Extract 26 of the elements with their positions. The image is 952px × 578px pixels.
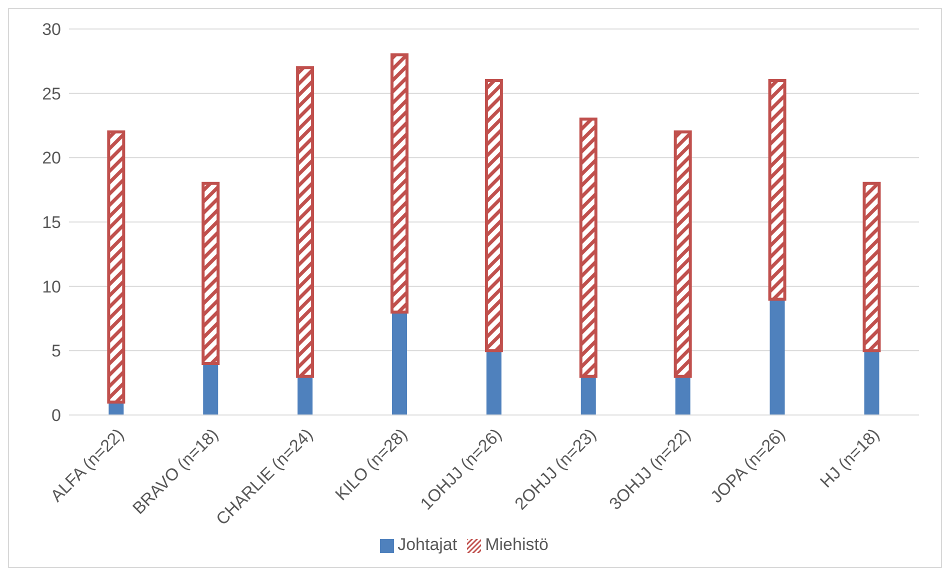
bar [390,53,408,314]
bar [864,350,880,415]
legend-label: Miehistö [485,535,548,554]
bar [862,182,881,352]
bar [580,376,596,415]
legend-label: Johtajat [398,535,458,554]
y-tick-label: 25 [42,84,61,104]
bar [768,78,786,301]
y-tick-label: 15 [42,213,61,232]
y-tick-label: 20 [42,148,61,168]
bar [202,182,220,366]
y-tick-label: 0 [52,406,61,426]
bar [296,66,314,378]
bar [675,376,690,415]
y-tick-label: 5 [52,342,61,361]
bar [392,312,407,415]
bar [484,78,503,352]
bar [579,118,598,378]
bar [770,299,785,415]
bar [203,364,218,415]
bar [298,376,313,415]
y-tick-label: 10 [42,277,61,296]
bar [107,130,126,404]
y-tick-label: 30 [42,20,61,40]
bar [486,350,502,415]
bar [674,130,692,378]
